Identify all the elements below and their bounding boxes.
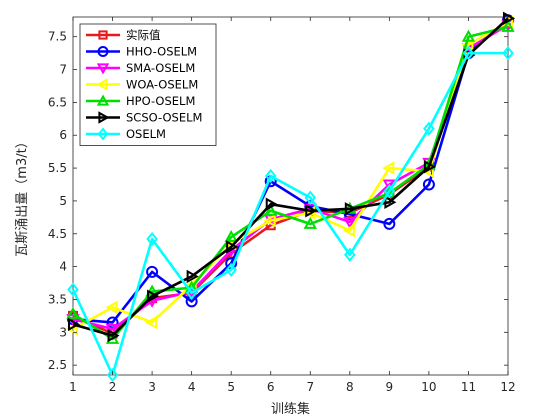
y-tick-label: 2.5 <box>48 358 67 372</box>
series-point-marker <box>66 306 80 319</box>
series-point-marker <box>384 195 397 209</box>
x-tick-label: 3 <box>148 380 156 394</box>
series-point-marker <box>265 197 278 211</box>
series-7 <box>67 46 514 383</box>
series-point-marker <box>383 183 396 199</box>
series-point-marker <box>264 203 278 216</box>
x-tick-label: 1 <box>69 380 77 394</box>
x-tick-label: 9 <box>386 380 394 394</box>
series-point-marker <box>226 240 239 254</box>
series-point-marker <box>146 265 159 278</box>
series-point-marker <box>503 11 516 26</box>
series-point-marker <box>67 282 79 297</box>
legend-label: 实际值 <box>126 28 161 42</box>
x-tick-label: 4 <box>188 380 196 394</box>
legend-entry: OSELM <box>86 127 166 141</box>
series-point-marker <box>224 229 238 243</box>
legend-entry: WOA-OSELM <box>86 78 198 92</box>
series-line <box>71 51 508 377</box>
legend-label: HPO-OSELM <box>126 94 195 108</box>
y-tick-label: 3 <box>59 325 67 339</box>
series-point-marker <box>105 324 120 337</box>
series-point-marker <box>263 213 276 228</box>
x-tick-label: 6 <box>267 380 275 394</box>
legend-label: HHO-OSELM <box>126 45 197 59</box>
legend: 实际值 HHO-OSELM SMA-OSELM WOA-OSELM HPO-OSELM S… <box>79 23 217 146</box>
series-point-marker <box>344 202 357 216</box>
legend-label: SMA-OSELM <box>126 61 195 75</box>
series-point-marker <box>382 161 395 175</box>
x-tick-label: 8 <box>346 380 354 394</box>
series-point-marker <box>186 269 199 284</box>
series-point-marker <box>98 30 108 40</box>
series-point-marker <box>304 190 317 205</box>
x-tick-label: 12 <box>500 380 515 394</box>
x-tick-label: 7 <box>306 380 314 394</box>
legend-label: WOA-OSELM <box>126 78 198 92</box>
series-point-marker <box>423 160 436 174</box>
series-point-marker <box>105 300 118 315</box>
series-point-marker <box>96 78 108 91</box>
series-line <box>72 17 509 337</box>
y-tick-label: 7.5 <box>48 30 67 44</box>
y-tick-label: 3.5 <box>48 292 67 306</box>
y-tick-label: 5.5 <box>48 161 67 175</box>
y-tick-label: 4 <box>59 260 67 274</box>
series-point-marker <box>185 285 198 300</box>
series-point-marker <box>305 204 318 218</box>
series-point-marker <box>68 317 81 332</box>
series-point-marker <box>343 216 357 230</box>
series-line <box>72 25 509 341</box>
series-point-marker <box>422 178 435 191</box>
series-point-marker <box>97 46 109 57</box>
x-tick-label: 11 <box>461 380 476 394</box>
series-point-marker <box>96 63 110 75</box>
series-point-marker <box>383 217 396 230</box>
legend-entry: SCSO-OSELM <box>86 111 202 125</box>
legend-entry: HPO-OSELM <box>86 94 195 108</box>
legend-entry: SMA-OSELM <box>86 61 195 75</box>
y-tick-label: 7 <box>59 63 67 77</box>
series-point-marker <box>303 216 317 229</box>
x-tick-label: 10 <box>421 380 436 394</box>
legend-label: OSELM <box>126 127 166 141</box>
legend-entry: 实际值 <box>86 28 161 42</box>
legend-label: SCSO-OSELM <box>126 111 202 125</box>
x-axis-label: 训练集 <box>271 401 310 417</box>
series-point-marker <box>105 331 120 344</box>
series-point-marker <box>146 231 158 247</box>
series-point-marker <box>342 223 355 238</box>
series-point-marker <box>107 328 120 343</box>
axis-ticks: 1 2 3 4 5 6 7 8 9 10 11 122.533.544.555.566.577.5 <box>48 17 516 394</box>
series-point-marker <box>502 46 514 61</box>
series-point-marker <box>147 289 160 303</box>
y-tick-label: 6 <box>59 128 67 142</box>
y-tick-label: 4.5 <box>48 227 67 241</box>
legend-entry: HHO-OSELM <box>86 45 197 59</box>
y-tick-label: 6.5 <box>48 95 67 109</box>
y-tick-label: 5 <box>59 194 67 208</box>
series-point-marker <box>98 111 110 124</box>
series-point-marker <box>501 19 515 32</box>
series-point-marker <box>106 367 119 383</box>
x-tick-label: 5 <box>227 380 235 394</box>
x-tick-label: 2 <box>109 380 117 394</box>
series-point-marker <box>423 121 435 136</box>
series-point-marker <box>344 247 356 262</box>
series-point-marker <box>461 29 476 42</box>
series-point-marker <box>225 262 237 277</box>
series-point-marker <box>97 127 109 141</box>
series-layer <box>65 11 516 383</box>
series-point-marker <box>264 168 277 184</box>
series-line <box>72 19 509 324</box>
series-point-marker <box>462 46 475 61</box>
series-point-marker <box>96 94 110 106</box>
y-axis-label: 瓦斯涌出量（m3/t） <box>15 135 30 256</box>
series-point-marker <box>145 315 158 330</box>
